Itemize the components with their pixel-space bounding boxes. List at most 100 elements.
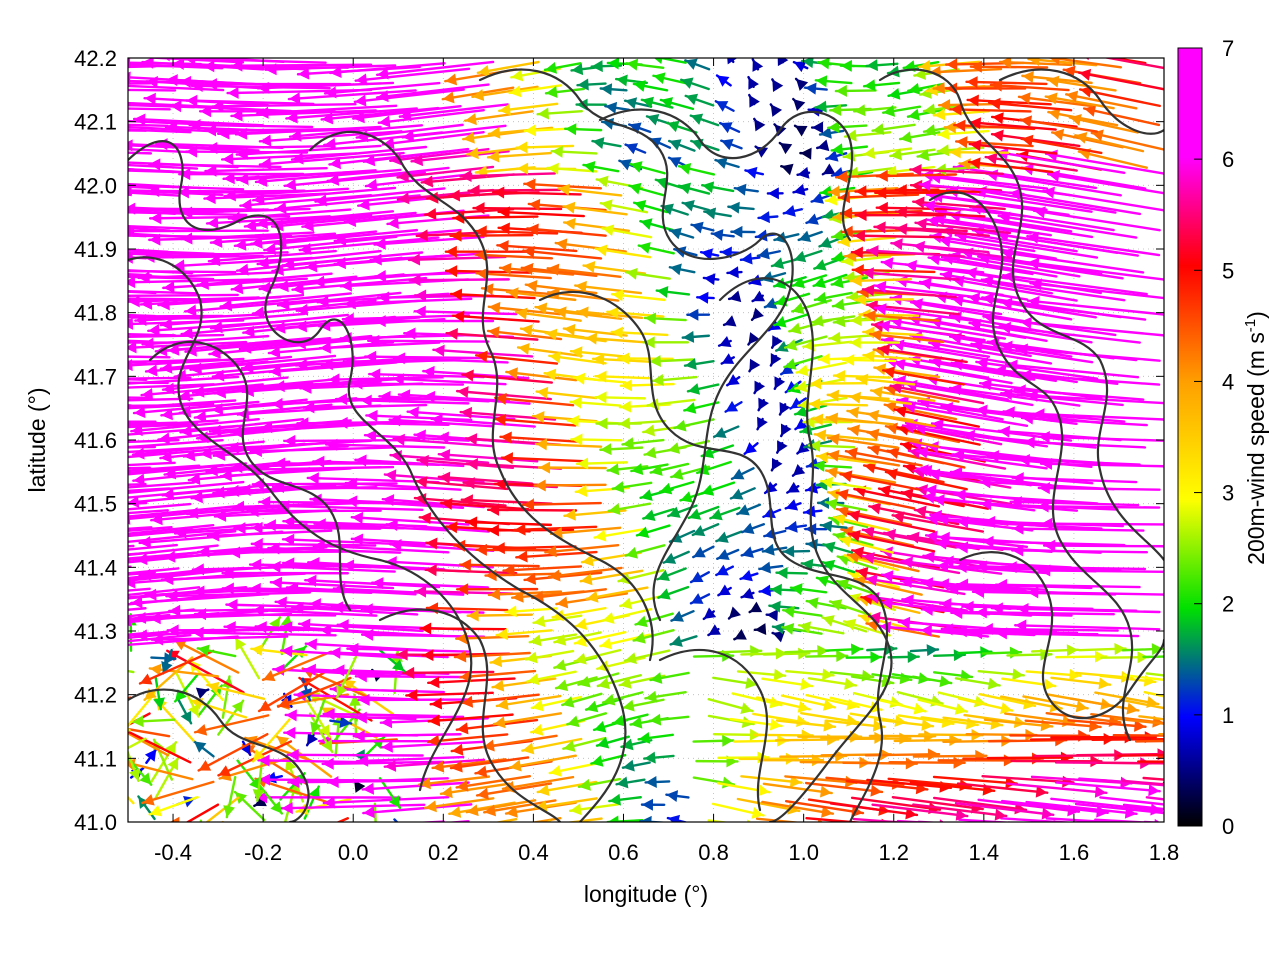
wind-vector-head	[433, 344, 445, 357]
wind-vector	[1077, 71, 1164, 91]
wind-vector-head	[348, 694, 361, 706]
wind-vector	[1019, 320, 1164, 337]
wind-vector	[1025, 800, 1138, 816]
wind-vector	[852, 234, 945, 239]
wind-vector	[391, 377, 507, 386]
wind-vector-head	[468, 184, 480, 197]
wind-vector	[467, 188, 562, 192]
wind-vector-head	[24, 123, 35, 135]
wind-vector-head	[353, 111, 365, 124]
wind-vector-head	[994, 808, 1007, 821]
wind-vector-head	[921, 603, 934, 616]
wind-vector-head	[836, 170, 848, 183]
wind-vector-head	[493, 186, 505, 199]
wind-vector-head	[625, 143, 639, 155]
wind-vector-head	[772, 631, 785, 643]
wind-vector-head	[619, 400, 632, 413]
wind-vector	[128, 357, 245, 367]
wind-vector	[1118, 698, 1164, 710]
wind-vector	[1121, 779, 1164, 786]
wind-vector-head	[949, 383, 962, 396]
wind-vector	[983, 718, 1054, 728]
wind-vector	[281, 251, 424, 267]
wind-vector	[966, 98, 1052, 106]
wind-vector-head	[814, 429, 827, 442]
wind-vector	[128, 397, 194, 402]
wind-vector-head	[555, 238, 568, 251]
wind-vector	[219, 467, 352, 478]
wind-vector-head	[1208, 782, 1219, 794]
wind-vector-head	[740, 569, 753, 582]
wind-vector	[1134, 739, 1164, 743]
wind-vector-head	[191, 491, 203, 504]
wind-vector	[1022, 440, 1147, 449]
wind-vector-head	[472, 89, 485, 102]
wind-vector-head	[466, 804, 479, 817]
colorbar	[1177, 47, 1203, 827]
wind-vector-head	[133, 447, 145, 460]
wind-vector-head	[524, 124, 537, 137]
wind-vector-head	[545, 61, 558, 74]
wind-vector-head	[901, 488, 914, 501]
wind-vector-head	[54, 785, 67, 796]
wind-vector-head	[591, 60, 603, 73]
wind-vector-head	[895, 184, 907, 197]
wind-vector-head	[900, 131, 912, 144]
wind-vector	[173, 638, 240, 674]
wind-vector	[425, 606, 509, 612]
wind-vector-head	[924, 730, 936, 743]
wind-vector-head	[992, 129, 1004, 142]
wind-vector	[877, 347, 968, 364]
wind-vector	[287, 89, 417, 101]
wind-vector	[1009, 500, 1140, 507]
wind-vector-head	[231, 59, 243, 72]
wind-vector	[909, 334, 1032, 358]
wind-vector-head	[302, 219, 314, 232]
wind-vector-head	[826, 150, 839, 162]
wind-vector-head	[7, 331, 18, 343]
wind-vector-head	[711, 229, 724, 241]
wind-vector-head	[336, 416, 348, 429]
wind-vector	[247, 465, 395, 471]
wind-vector	[1029, 281, 1164, 300]
wind-vector-head	[30, 144, 41, 156]
wind-vector	[932, 216, 1053, 237]
wind-vector	[1000, 392, 1124, 407]
wind-vector	[128, 544, 135, 548]
wind-vector-head	[39, 265, 50, 277]
wind-vector-head	[35, 160, 46, 172]
wind-vector-head	[727, 266, 739, 279]
wind-vector-head	[91, 138, 102, 150]
wind-vector-head	[501, 452, 514, 465]
wind-vector-head	[899, 732, 911, 745]
wind-vector-head	[102, 403, 113, 415]
wind-vector-head	[871, 386, 883, 399]
wind-vector	[1004, 712, 1075, 724]
wind-vector-head	[954, 488, 966, 501]
wind-vector-head	[1009, 646, 1022, 659]
wind-vector-head	[811, 413, 824, 426]
wind-vector	[852, 577, 923, 596]
wind-vector-head	[226, 598, 238, 611]
wind-vector-head	[343, 679, 356, 692]
wind-vector-head	[620, 597, 633, 610]
wind-vector-head	[783, 605, 795, 618]
wind-vector-head	[240, 198, 252, 211]
wind-vector-head	[777, 58, 789, 67]
wind-vector	[183, 298, 328, 313]
wind-vector-head	[796, 715, 808, 728]
wind-vector-head	[346, 495, 358, 508]
wind-vector	[323, 81, 441, 95]
wind-vector-head	[1209, 703, 1221, 715]
wind-vector-head	[965, 717, 978, 730]
wind-vector-head	[815, 75, 828, 88]
wind-vector	[500, 456, 586, 463]
wind-vector-head	[820, 520, 833, 533]
wind-vector-head	[378, 291, 390, 304]
wind-vector-head	[116, 553, 127, 565]
wind-vector-head	[76, 161, 87, 173]
wind-vector-head	[281, 645, 293, 658]
wind-vector	[172, 256, 314, 268]
wind-vector-head	[1005, 561, 1017, 574]
wind-vector-head	[823, 719, 835, 732]
